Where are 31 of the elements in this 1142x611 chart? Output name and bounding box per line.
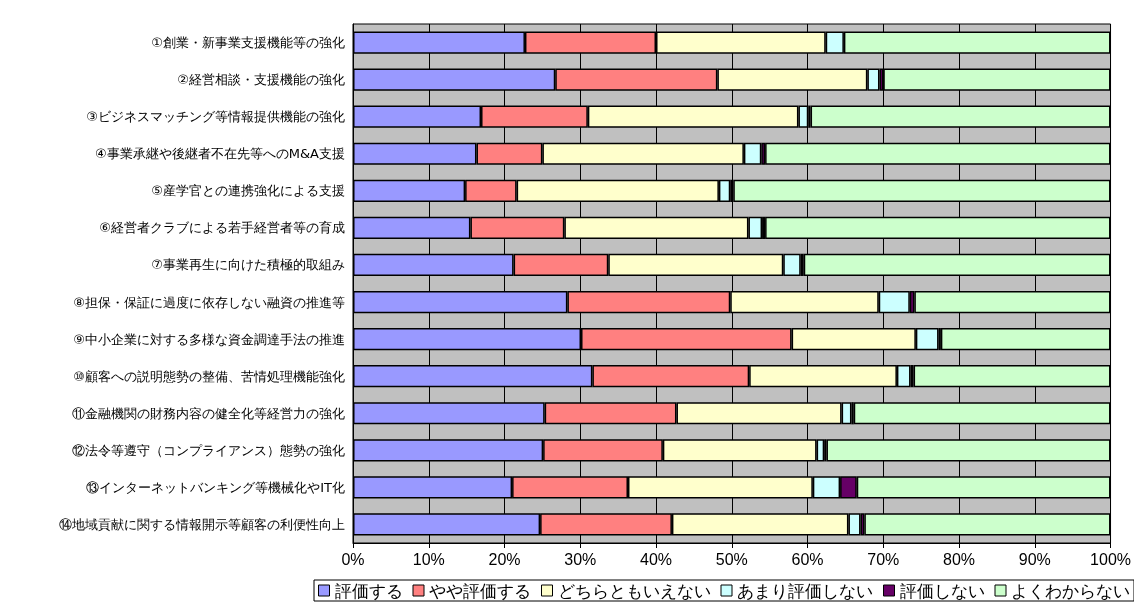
y-tick-label: ③ビジネスマッチング等情報提供機能の強化 bbox=[86, 109, 345, 125]
y-tick-label: ②経営相談・支援機能の強化 bbox=[177, 72, 345, 88]
y-tick-label: ⑭地域貢献に関する情報開示等顧客の利便性向上 bbox=[59, 516, 345, 532]
y-tick-label: ⑦事業再生に向けた積極的取組み bbox=[151, 257, 345, 273]
x-tick-label: 50% bbox=[715, 550, 748, 568]
x-tick-label: 30% bbox=[564, 550, 597, 568]
legend-label: どちらともいえない bbox=[557, 580, 711, 601]
x-tick-label: 100% bbox=[1090, 550, 1131, 568]
legend-label: 評価する bbox=[334, 580, 403, 601]
x-tick-label: 20% bbox=[488, 550, 521, 568]
legend-label: よくわからない bbox=[1011, 580, 1130, 601]
y-tick-label: ①創業・新事業支援機能等の強化 bbox=[151, 35, 345, 51]
y-tick-label: ⑥経営者クラブによる若手経営者等の育成 bbox=[99, 220, 345, 236]
y-tick-label: ⑬インターネットバンキング等機械化やIT化 bbox=[86, 479, 345, 495]
y-tick-label: ⑩顧客への説明態勢の整備、苦情処理機能強化 bbox=[73, 368, 345, 384]
legend-label: やや評価する bbox=[429, 580, 531, 601]
x-tick-label: 70% bbox=[867, 550, 900, 568]
x-tick-label: 40% bbox=[640, 550, 673, 568]
x-tick-label: 60% bbox=[791, 550, 824, 568]
x-tick-label: 10% bbox=[412, 550, 445, 568]
y-tick-label: ⑪金融機関の財務内容の健全化等経営力の強化 bbox=[72, 405, 345, 421]
x-tick-label: 90% bbox=[1018, 550, 1051, 568]
y-tick-label: ⑧担保・保証に過度に依存しない融資の推進等 bbox=[73, 294, 345, 310]
y-tick-label: ⑫法令等遵守（コンプライアンス）態勢の強化 bbox=[72, 442, 345, 458]
legend-label: あまり評価しない bbox=[737, 580, 873, 601]
legend-label: 評価しない bbox=[899, 580, 985, 601]
x-tick-label: 0% bbox=[341, 550, 365, 568]
y-tick-label: ⑤産学官との連携強化による支援 bbox=[151, 183, 345, 199]
x-tick-label: 80% bbox=[943, 550, 976, 568]
y-tick-label: ④事業承継や後継者不在先等へのM&A支援 bbox=[95, 146, 345, 162]
y-tick-label: ⑨中小企業に対する多様な資金調達手法の推進 bbox=[73, 331, 345, 347]
